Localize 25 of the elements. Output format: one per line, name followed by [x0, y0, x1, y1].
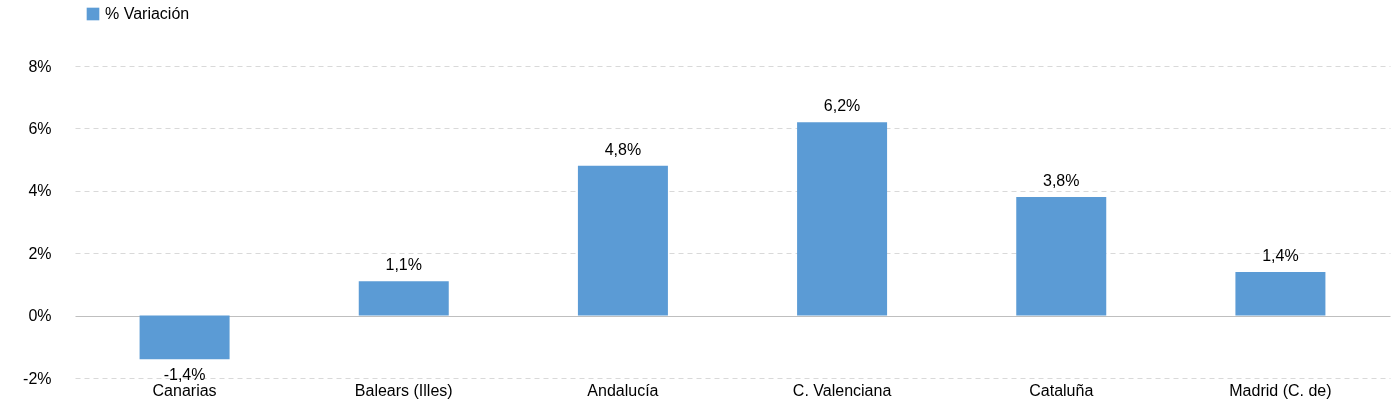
bar	[577, 165, 668, 316]
x-tick-label: Cataluña	[1029, 381, 1094, 399]
bar	[1235, 271, 1326, 316]
x-tick-label: Balears (Illes)	[354, 381, 453, 399]
data-label: 6,2%	[823, 97, 861, 115]
data-label: 1,1%	[385, 256, 422, 274]
data-label: 1,4%	[1262, 246, 1299, 264]
y-tick-label: 6%	[28, 119, 52, 137]
x-tick-label: Andalucía	[587, 381, 659, 399]
x-tick-label: C. Valenciana	[792, 381, 892, 399]
bar	[1016, 197, 1107, 316]
data-label: 4,8%	[604, 140, 642, 158]
y-tick-label: 4%	[28, 182, 52, 200]
legend-label: % Variación	[105, 5, 190, 22]
bar	[358, 281, 449, 316]
x-tick-label: Madrid (C. de)	[1229, 381, 1332, 399]
x-tick-label: Canarias	[152, 381, 217, 399]
y-tick-label: 8%	[28, 57, 52, 75]
y-tick-label: 0%	[28, 307, 52, 325]
bar	[797, 122, 888, 316]
y-tick-label: 2%	[28, 244, 52, 262]
data-label: 3,8%	[1043, 172, 1080, 190]
bar	[139, 315, 230, 360]
data-label: -1,4%	[163, 366, 206, 384]
y-tick-label: -2%	[23, 369, 52, 387]
